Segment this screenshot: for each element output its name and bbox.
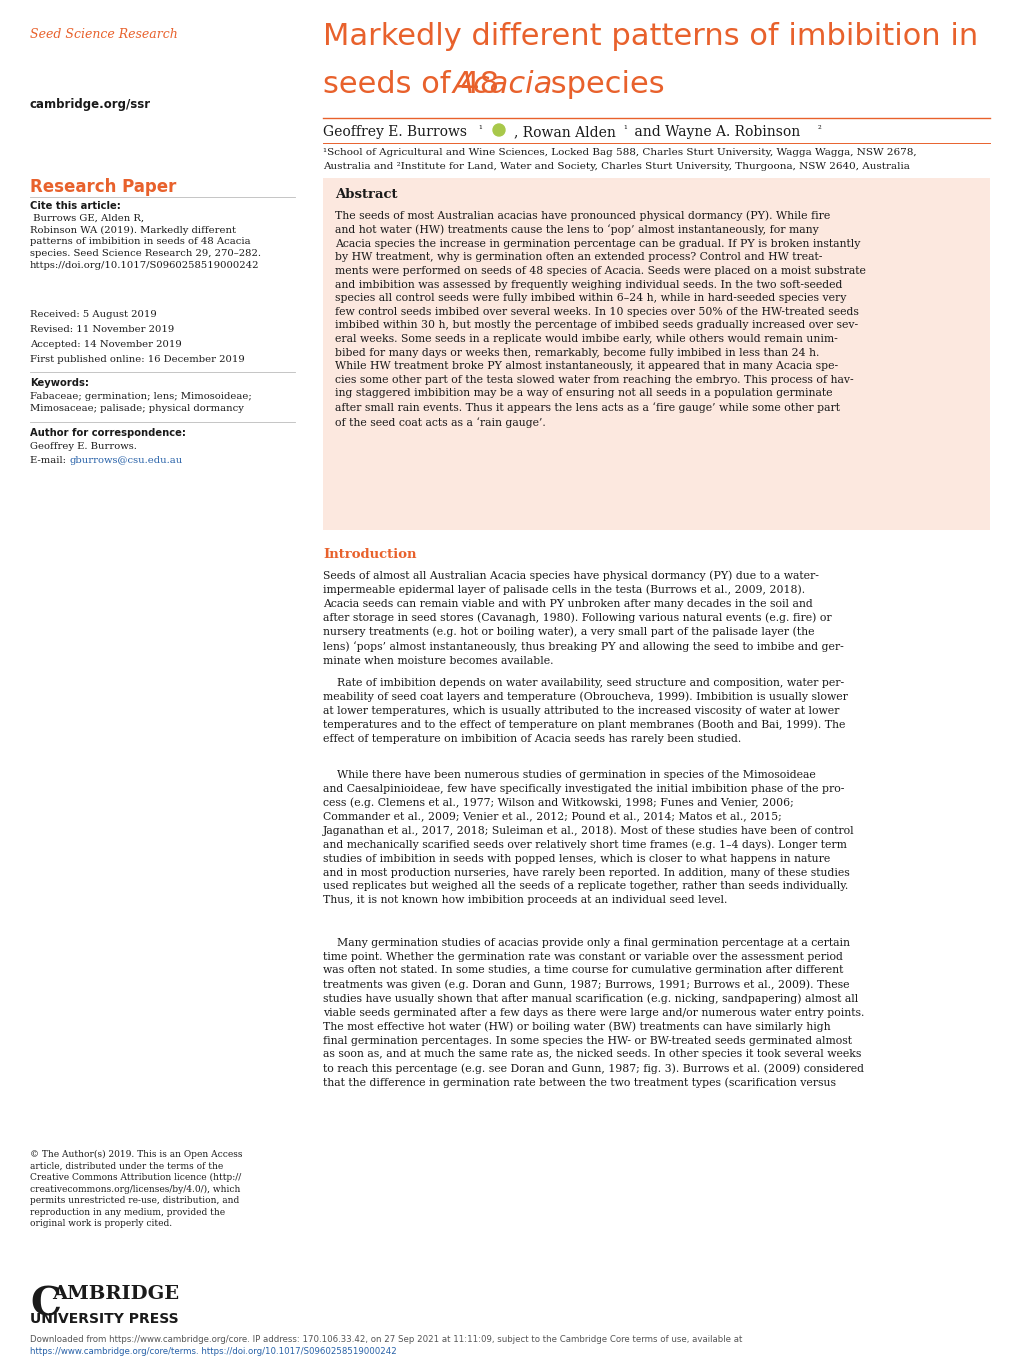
Text: Introduction: Introduction: [323, 548, 416, 561]
Text: seeds of 48: seeds of 48: [323, 71, 508, 99]
Text: gburrows@csu.edu.au: gburrows@csu.edu.au: [70, 457, 183, 465]
Text: UNIVERSITY PRESS: UNIVERSITY PRESS: [30, 1311, 178, 1326]
Text: ¹: ¹: [478, 125, 481, 135]
Text: The seeds of most Australian acacias have pronounced physical dormancy (PY). Whi: The seeds of most Australian acacias hav…: [334, 211, 865, 428]
Text: While there have been numerous studies of germination in species of the Mimosoid: While there have been numerous studies o…: [323, 771, 854, 905]
Text: Accepted: 14 November 2019: Accepted: 14 November 2019: [30, 340, 181, 349]
Text: Geoffrey E. Burrows: Geoffrey E. Burrows: [323, 125, 467, 139]
Text: ¹: ¹: [623, 125, 627, 135]
Text: First published online: 16 December 2019: First published online: 16 December 2019: [30, 355, 245, 364]
Circle shape: [492, 124, 504, 136]
Text: AMBRIDGE: AMBRIDGE: [52, 1286, 179, 1303]
Text: C: C: [30, 1286, 61, 1324]
Text: Abstract: Abstract: [334, 188, 397, 201]
Text: Research Paper: Research Paper: [30, 178, 176, 196]
Text: https://www.cambridge.org/core/terms. https://doi.org/10.1017/S0960258519000242: https://www.cambridge.org/core/terms. ht…: [30, 1347, 396, 1356]
Text: Fabaceae; germination; lens; Mimosoideae;
Mimosaceae; palisade; physical dormanc: Fabaceae; germination; lens; Mimosoideae…: [30, 391, 252, 413]
Text: Australia and ²Institute for Land, Water and Society, Charles Sturt University, : Australia and ²Institute for Land, Water…: [323, 162, 909, 171]
Text: E-mail:: E-mail:: [30, 457, 69, 465]
Text: Burrows GE, Alden R,
Robinson WA (2019). Markedly different
patterns of imbibiti: Burrows GE, Alden R, Robinson WA (2019).…: [30, 213, 261, 270]
Text: Acacia: Acacia: [452, 71, 553, 99]
Text: Many germination studies of acacias provide only a final germination percentage : Many germination studies of acacias prov…: [323, 938, 863, 1089]
Text: and Wayne A. Robinson: and Wayne A. Robinson: [630, 125, 800, 139]
Text: cambridge.org/ssr: cambridge.org/ssr: [30, 98, 151, 111]
Text: Seeds of almost all Australian Acacia species have physical dormancy (PY) due to: Seeds of almost all Australian Acacia sp…: [323, 569, 843, 666]
Text: Author for correspondence:: Author for correspondence:: [30, 428, 185, 438]
Text: Downloaded from https://www.cambridge.org/core. IP address: 170.106.33.42, on 27: Downloaded from https://www.cambridge.or…: [30, 1335, 742, 1344]
Text: Keywords:: Keywords:: [30, 378, 89, 389]
Bar: [323, 178, 989, 530]
Text: ²: ²: [817, 125, 821, 135]
Text: Seed Science Research: Seed Science Research: [30, 29, 177, 41]
Text: , Rowan Alden: , Rowan Alden: [514, 125, 615, 139]
Text: Received: 5 August 2019: Received: 5 August 2019: [30, 310, 157, 319]
Text: species: species: [540, 71, 664, 99]
Text: Markedly different patterns of imbibition in: Markedly different patterns of imbibitio…: [323, 22, 977, 52]
Text: ¹School of Agricultural and Wine Sciences, Locked Bag 588, Charles Sturt Univers: ¹School of Agricultural and Wine Science…: [323, 148, 916, 158]
Text: Cite this article:: Cite this article:: [30, 201, 121, 211]
Text: iD: iD: [495, 128, 502, 132]
Text: © The Author(s) 2019. This is an Open Access
article, distributed under the term: © The Author(s) 2019. This is an Open Ac…: [30, 1150, 243, 1229]
Text: Geoffrey E. Burrows.: Geoffrey E. Burrows.: [30, 442, 137, 451]
Text: Revised: 11 November 2019: Revised: 11 November 2019: [30, 325, 174, 334]
Text: Rate of imbibition depends on water availability, seed structure and composition: Rate of imbibition depends on water avai…: [323, 678, 847, 743]
